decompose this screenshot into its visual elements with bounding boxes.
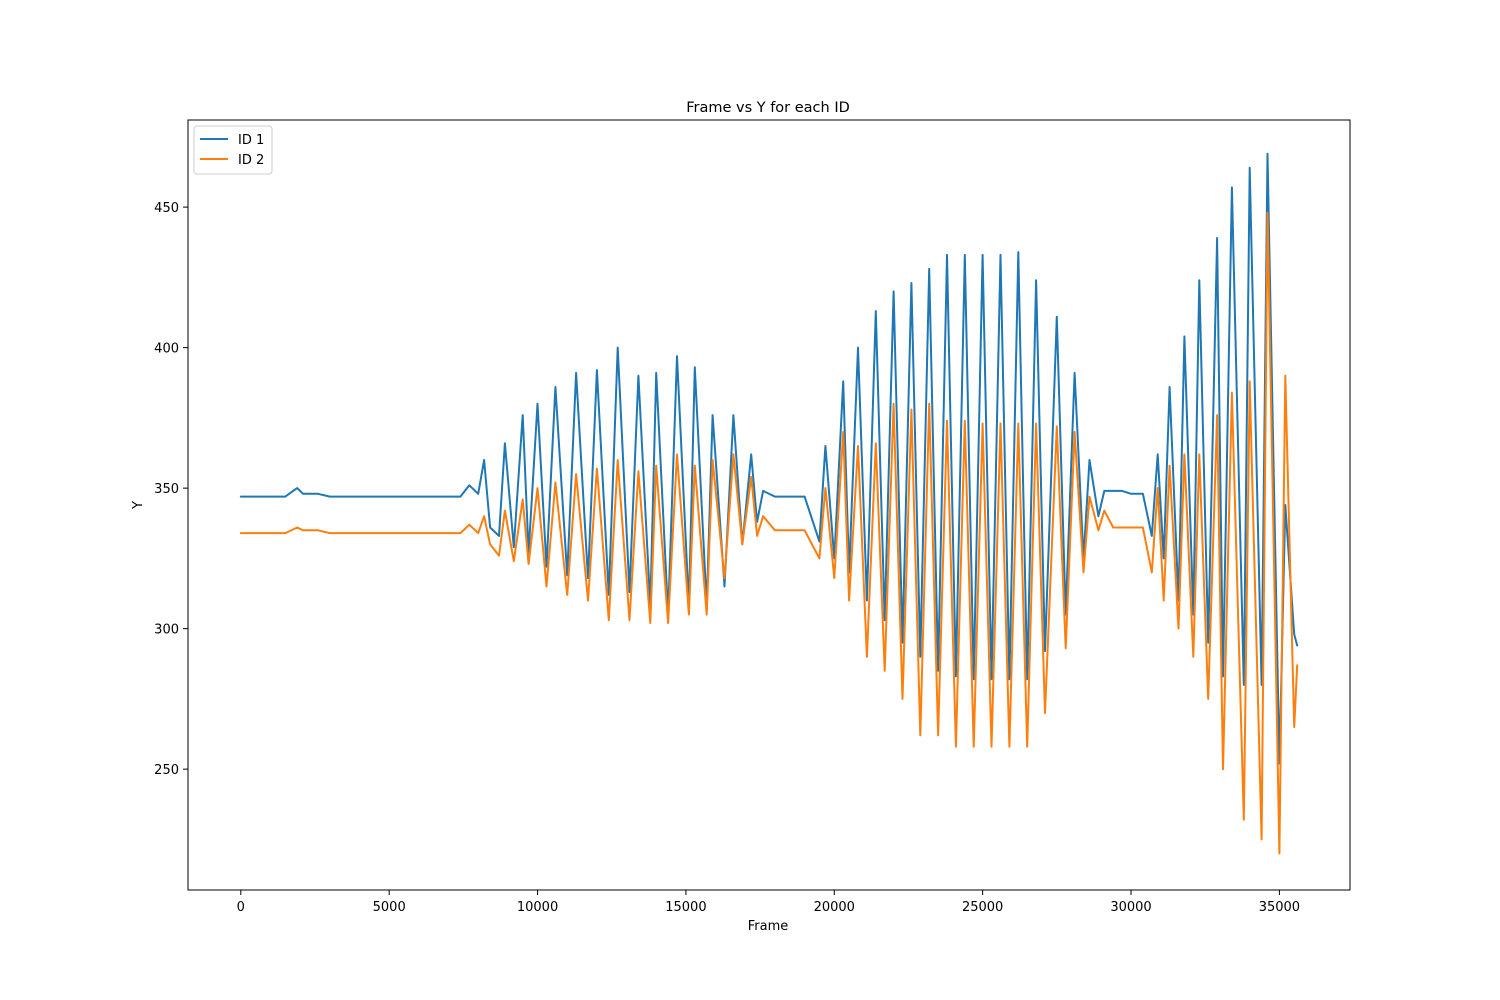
- y-axis-label: Y: [131, 501, 146, 510]
- x-tick-label: 5000: [373, 900, 406, 915]
- x-tick-label: 10000: [517, 900, 558, 915]
- x-axis: 0 5000 10000 15000 20000 25000 30000 35000: [237, 890, 1300, 915]
- plot-area: [239, 152, 1299, 855]
- legend-label-id-2: ID 2: [238, 153, 264, 168]
- x-tick-label: 15000: [665, 900, 706, 915]
- legend: ID 1 ID 2: [193, 125, 273, 175]
- x-tick-label: 35000: [1259, 900, 1300, 915]
- chart-title: Frame vs Y for each ID: [686, 100, 850, 116]
- x-tick-label: 0: [237, 900, 245, 915]
- x-tick-label: 20000: [814, 900, 855, 915]
- y-tick-label: 450: [154, 201, 179, 216]
- x-axis-label: Frame: [748, 919, 789, 934]
- series-line-id-2: [239, 211, 1299, 855]
- y-tick-label: 400: [154, 342, 179, 357]
- legend-label-id-1: ID 1: [238, 133, 264, 148]
- y-tick-label: 350: [154, 482, 179, 497]
- x-tick-label: 30000: [1110, 900, 1151, 915]
- y-tick-label: 300: [154, 623, 179, 638]
- x-tick-label: 25000: [962, 900, 1003, 915]
- y-axis: 250 300 350 400 450: [154, 201, 188, 778]
- plot-frame: [187, 119, 1351, 891]
- y-tick-label: 250: [154, 763, 179, 778]
- series-line-id-1: [239, 152, 1299, 765]
